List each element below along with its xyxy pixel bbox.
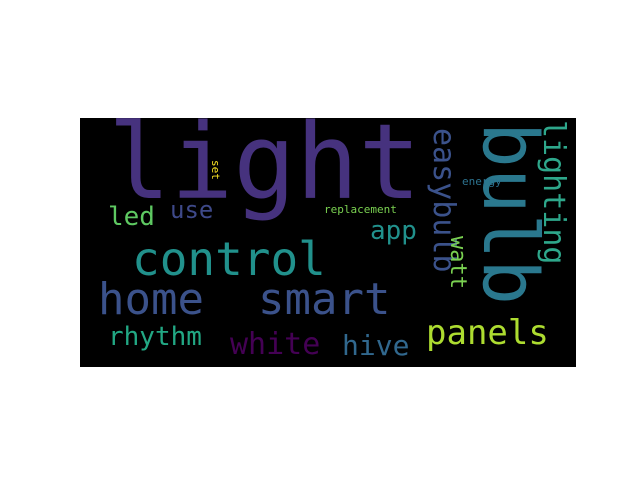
word-light: light [108,118,422,223]
word-panels: panels [426,313,549,353]
word-watt: watt [445,236,470,289]
word-app: app [370,216,417,246]
word-control: control [132,232,326,286]
word-white: white [230,327,321,362]
word-cloud: light bulb control home smart lighting e… [80,118,576,367]
word-hive: hive [342,329,410,362]
word-home: home [98,274,204,325]
word-easybulb: easybulb [426,128,461,273]
word-use: use [170,196,214,224]
word-led: led [108,202,155,232]
word-set: set [209,160,222,180]
word-replacement: replacement [324,203,397,216]
word-energy: energy [462,175,502,188]
word-smart: smart [258,274,391,325]
word-bulb: bulb [466,122,555,306]
word-rhythm: rhythm [108,322,202,352]
word-lighting: lighting [536,120,571,265]
